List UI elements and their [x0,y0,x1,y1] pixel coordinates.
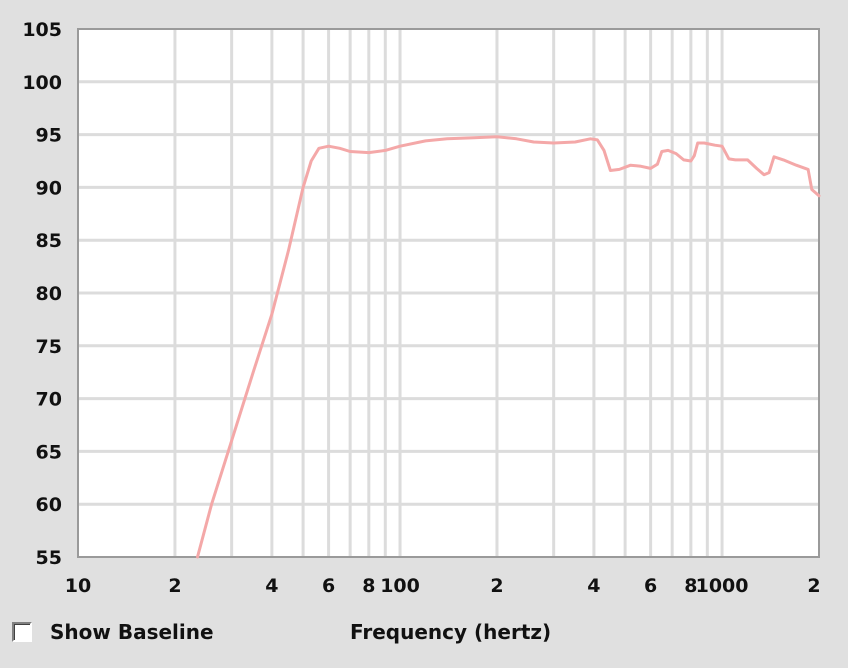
y-tick-label: 90 [36,177,62,199]
x-axis-label: Frequency (hertz) [350,620,552,644]
x-tick-label: 6 [644,575,657,597]
y-tick-label: 55 [36,547,62,569]
y-tick-label: 70 [36,389,62,411]
show-baseline-checkbox[interactable] [12,622,32,642]
x-tick-label: 8 [362,575,375,597]
y-tick-label: 75 [36,336,62,358]
x-tick-label: 8 [684,575,697,597]
show-baseline-label: Show Baseline [50,620,214,644]
plot-border [77,28,820,558]
y-tick-label: 105 [22,19,62,41]
x-tick-label: 2 [168,575,181,597]
x-tick-label: 2 [807,575,820,597]
y-tick-label: 80 [36,283,62,305]
y-tick-label: 85 [36,230,62,252]
x-tick-label: 4 [587,575,600,597]
y-tick-label: 60 [36,494,62,516]
x-tick-label: 2 [490,575,503,597]
grid-lines [78,29,819,557]
series-group [196,135,821,559]
x-tick-label: 4 [265,575,278,597]
x-tick-label: 100 [380,575,420,597]
y-tick-label: 95 [36,125,62,147]
x-tick-label: 10 [65,575,91,597]
x-tick-label: 1000 [696,575,749,597]
x-tick-label: 6 [322,575,335,597]
series-line [196,135,821,559]
show-baseline-toggle[interactable]: Show Baseline [12,620,214,644]
y-tick-label: 65 [36,441,62,463]
y-tick-label: 100 [22,72,62,94]
